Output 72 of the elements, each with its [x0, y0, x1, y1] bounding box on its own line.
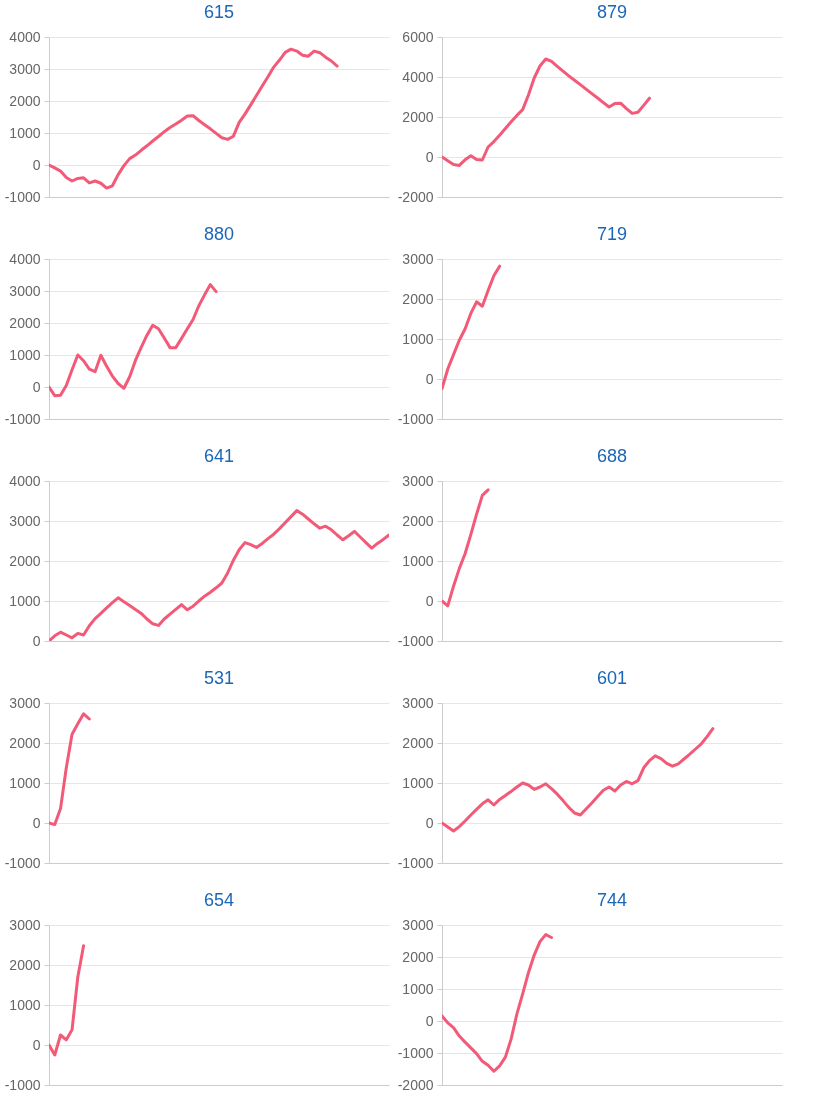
y-tick-label: -1000 [4, 854, 41, 871]
line-series [442, 57, 651, 167]
line-series [49, 944, 86, 1057]
y-tick-label: -1000 [4, 410, 41, 427]
chart-title: 744 [596, 890, 628, 910]
y-tick-label: -1000 [4, 1076, 41, 1093]
chart-title: 531 [203, 668, 235, 688]
y-tick-label: 0 [32, 378, 41, 395]
y-tick-label: -1000 [4, 188, 41, 205]
y-tick-label: 0 [32, 156, 41, 173]
y-tick-label: 3000 [402, 694, 434, 711]
line-series [442, 488, 490, 608]
y-tick-label: 2000 [9, 314, 41, 331]
y-tick-label: 2000 [9, 92, 41, 109]
y-tick-label: 0 [32, 1036, 41, 1053]
line-series [49, 283, 218, 398]
y-tick-label: 1000 [9, 346, 41, 363]
y-tick-label: 1000 [402, 552, 434, 569]
y-tick-label: 2000 [402, 290, 434, 307]
y-tick-label: 3000 [9, 60, 41, 77]
y-tick-label: 0 [425, 370, 434, 387]
y-tick-label: 2000 [402, 948, 434, 965]
y-tick-label: 1000 [402, 330, 434, 347]
y-tick-label: 4000 [9, 250, 41, 267]
y-tick-label: 3000 [402, 472, 434, 489]
y-tick-label: 1000 [402, 980, 434, 997]
y-tick-label: -2000 [397, 1076, 434, 1093]
y-tick-label: 3000 [9, 694, 41, 711]
y-tick-label: 4000 [9, 472, 41, 489]
y-tick-label: 3000 [402, 916, 434, 933]
y-tick-label: 4000 [9, 28, 41, 45]
chart-title: 601 [596, 668, 628, 688]
y-tick-label: 1000 [9, 592, 41, 609]
y-tick-label: 1000 [9, 996, 41, 1013]
y-tick-label: 4000 [402, 68, 434, 85]
line-series [49, 712, 91, 827]
y-tick-label: -1000 [397, 410, 434, 427]
y-tick-label: 2000 [402, 512, 434, 529]
chart-title: 654 [203, 890, 235, 910]
y-tick-label: 0 [32, 632, 41, 649]
y-tick-label: -1000 [397, 1044, 434, 1061]
y-tick-label: 0 [32, 814, 41, 831]
y-tick-label: 1000 [9, 774, 41, 791]
y-tick-label: 0 [425, 814, 434, 831]
y-tick-label: 6000 [402, 28, 434, 45]
y-tick-label: -1000 [397, 854, 434, 871]
chart-title: 880 [203, 224, 235, 244]
y-tick-label: 0 [425, 592, 434, 609]
y-tick-label: 2000 [9, 734, 41, 751]
y-tick-label: 2000 [9, 552, 41, 569]
line-series [442, 264, 502, 391]
y-tick-label: 0 [425, 148, 434, 165]
y-tick-label: 2000 [402, 734, 434, 751]
y-tick-label: 3000 [9, 916, 41, 933]
chart-title: 688 [596, 446, 628, 466]
y-tick-label: 3000 [402, 250, 434, 267]
chart-title: 719 [596, 224, 628, 244]
y-tick-label: -2000 [397, 188, 434, 205]
y-tick-label: 0 [425, 1012, 434, 1029]
line-series [442, 933, 553, 1073]
y-tick-label: 3000 [9, 282, 41, 299]
y-tick-label: 3000 [9, 512, 41, 529]
chart-title: 879 [596, 2, 628, 22]
y-tick-label: 1000 [9, 124, 41, 141]
y-tick-label: 2000 [402, 108, 434, 125]
line-series [442, 727, 715, 833]
y-tick-label: -1000 [397, 632, 434, 649]
line-series [49, 47, 339, 190]
chart-title: 615 [203, 2, 235, 22]
chart-title: 641 [203, 446, 235, 466]
y-tick-label: 1000 [402, 774, 434, 791]
y-tick-label: 2000 [9, 956, 41, 973]
